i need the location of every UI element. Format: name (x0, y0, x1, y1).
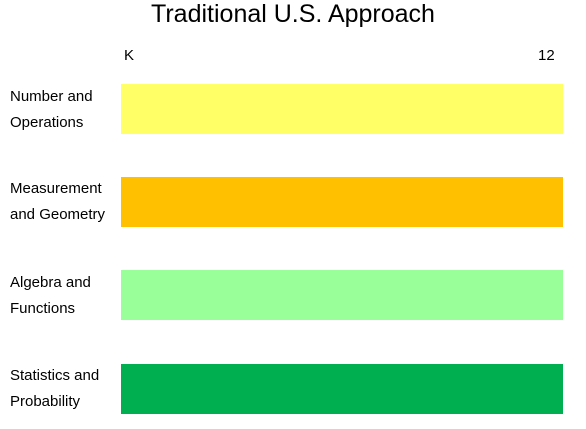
strand-label-number-operations: Number and Operations (10, 88, 93, 131)
strand-bar-number-operations (121, 84, 563, 134)
strand-label-algebra-functions: Algebra and Functions (10, 274, 91, 317)
diagram-title: Traditional U.S. Approach (151, 0, 435, 28)
strand-label-statistics-probability: Statistics and Probability (10, 367, 100, 410)
strand-label-measurement-geometry: Measurement and Geometry (10, 180, 106, 223)
strand-bar-algebra-functions (121, 270, 563, 320)
strand-bar-measurement-geometry (121, 177, 563, 227)
strand-bar-statistics-probability (121, 364, 563, 414)
axis-start-label: K (124, 47, 135, 64)
axis-end-label: 12 (538, 47, 555, 64)
